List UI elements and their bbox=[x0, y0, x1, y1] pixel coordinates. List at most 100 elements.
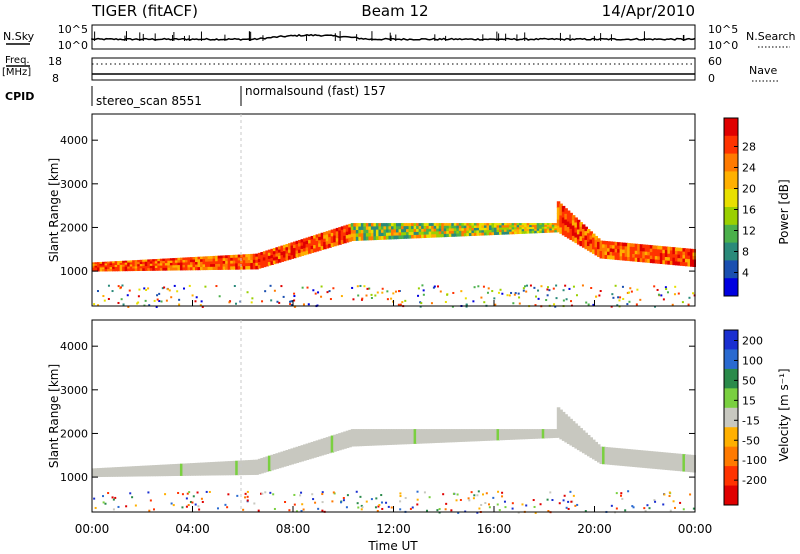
power-echo bbox=[99, 261, 104, 265]
power-echo bbox=[290, 245, 294, 250]
velocity-echo bbox=[541, 429, 546, 439]
y-tick-label: 4000 bbox=[60, 134, 88, 147]
velocity-echo bbox=[127, 466, 131, 477]
velocity-echo bbox=[514, 429, 518, 440]
power-echo bbox=[94, 262, 99, 265]
power-echo bbox=[318, 233, 322, 238]
power-noise bbox=[148, 304, 151, 307]
power-noise bbox=[590, 287, 593, 290]
power-noise bbox=[289, 300, 292, 303]
power-echo bbox=[466, 225, 470, 229]
power-noise bbox=[525, 290, 528, 293]
power-echo bbox=[227, 266, 232, 270]
velocity-noise bbox=[288, 509, 291, 512]
power-echo bbox=[215, 258, 219, 262]
power-echo bbox=[406, 232, 410, 236]
power-noise bbox=[622, 297, 625, 300]
velocity-echo bbox=[147, 465, 151, 477]
power-echo bbox=[127, 264, 131, 268]
power-echo bbox=[667, 257, 671, 262]
power-noise bbox=[656, 288, 659, 291]
velocity-noise bbox=[284, 500, 287, 503]
velocity-echo bbox=[114, 467, 119, 477]
power-noise bbox=[524, 285, 527, 288]
velocity-noise bbox=[663, 493, 666, 496]
power-echo bbox=[501, 227, 506, 231]
power-echo bbox=[529, 229, 533, 232]
power-echo bbox=[174, 262, 179, 266]
power-echo bbox=[232, 263, 237, 267]
power-echo bbox=[385, 223, 390, 227]
power-echo bbox=[220, 266, 224, 270]
power-echo bbox=[335, 227, 340, 232]
power-noise bbox=[420, 302, 423, 305]
power-echo bbox=[195, 267, 199, 271]
velocity-noise bbox=[428, 496, 431, 499]
power-echo bbox=[375, 236, 380, 240]
power-echo bbox=[679, 254, 684, 259]
power-echo bbox=[496, 225, 501, 229]
velocity-noise bbox=[236, 494, 239, 497]
power-echo bbox=[499, 232, 503, 235]
power-echo bbox=[561, 217, 566, 224]
power-noise bbox=[518, 302, 521, 305]
power-echo bbox=[318, 236, 322, 241]
power-noise bbox=[270, 299, 273, 302]
velocity-noise bbox=[399, 500, 402, 503]
power-echo bbox=[396, 235, 400, 240]
velocity-noise bbox=[478, 507, 481, 510]
power-echo bbox=[549, 223, 553, 226]
power-echo bbox=[129, 266, 134, 270]
power-echo bbox=[624, 253, 629, 258]
power-echo bbox=[451, 223, 455, 227]
power-echo bbox=[604, 244, 609, 249]
power-echo bbox=[411, 223, 415, 227]
power-echo bbox=[310, 245, 315, 250]
power-echo bbox=[252, 253, 257, 258]
power-noise bbox=[326, 291, 329, 294]
power-echo bbox=[536, 230, 541, 234]
power-echo bbox=[338, 227, 342, 232]
power-noise bbox=[397, 303, 400, 306]
power-echo bbox=[622, 246, 626, 251]
power-echo bbox=[227, 255, 232, 259]
velocity-echo bbox=[622, 448, 626, 467]
power-echo bbox=[524, 225, 528, 228]
power-echo bbox=[388, 232, 392, 237]
power-echo bbox=[599, 251, 604, 256]
velocity-echo bbox=[436, 429, 440, 443]
power-echo bbox=[174, 260, 179, 264]
velocity-noise bbox=[444, 508, 447, 511]
power-noise bbox=[657, 293, 660, 296]
velocity-echo bbox=[571, 421, 576, 448]
power-echo bbox=[237, 263, 242, 267]
power-echo bbox=[197, 264, 202, 268]
velocity-noise bbox=[558, 502, 561, 505]
power-echo bbox=[468, 230, 473, 234]
velocity-echo bbox=[262, 457, 267, 473]
velocity-noise bbox=[378, 503, 381, 506]
power-echo bbox=[245, 257, 249, 261]
power-echo bbox=[511, 225, 516, 228]
power-echo bbox=[483, 225, 488, 229]
velocity-noise bbox=[194, 503, 197, 506]
power-echo bbox=[137, 266, 141, 269]
power-echo bbox=[102, 263, 106, 266]
power-echo bbox=[99, 263, 104, 267]
power-echo bbox=[323, 238, 327, 243]
power-echo bbox=[468, 228, 473, 232]
power-noise bbox=[487, 287, 490, 290]
velocity-echo bbox=[237, 460, 242, 476]
power-noise bbox=[194, 300, 197, 303]
power-echo bbox=[232, 257, 237, 262]
power-echo bbox=[591, 237, 596, 243]
power-echo bbox=[390, 232, 395, 237]
power-echo bbox=[124, 262, 129, 266]
power-echo bbox=[687, 262, 691, 267]
power-echo bbox=[669, 257, 674, 262]
power-echo bbox=[380, 236, 385, 240]
power-noise bbox=[363, 285, 366, 288]
power-echo bbox=[684, 251, 689, 256]
power-echo bbox=[365, 229, 370, 234]
